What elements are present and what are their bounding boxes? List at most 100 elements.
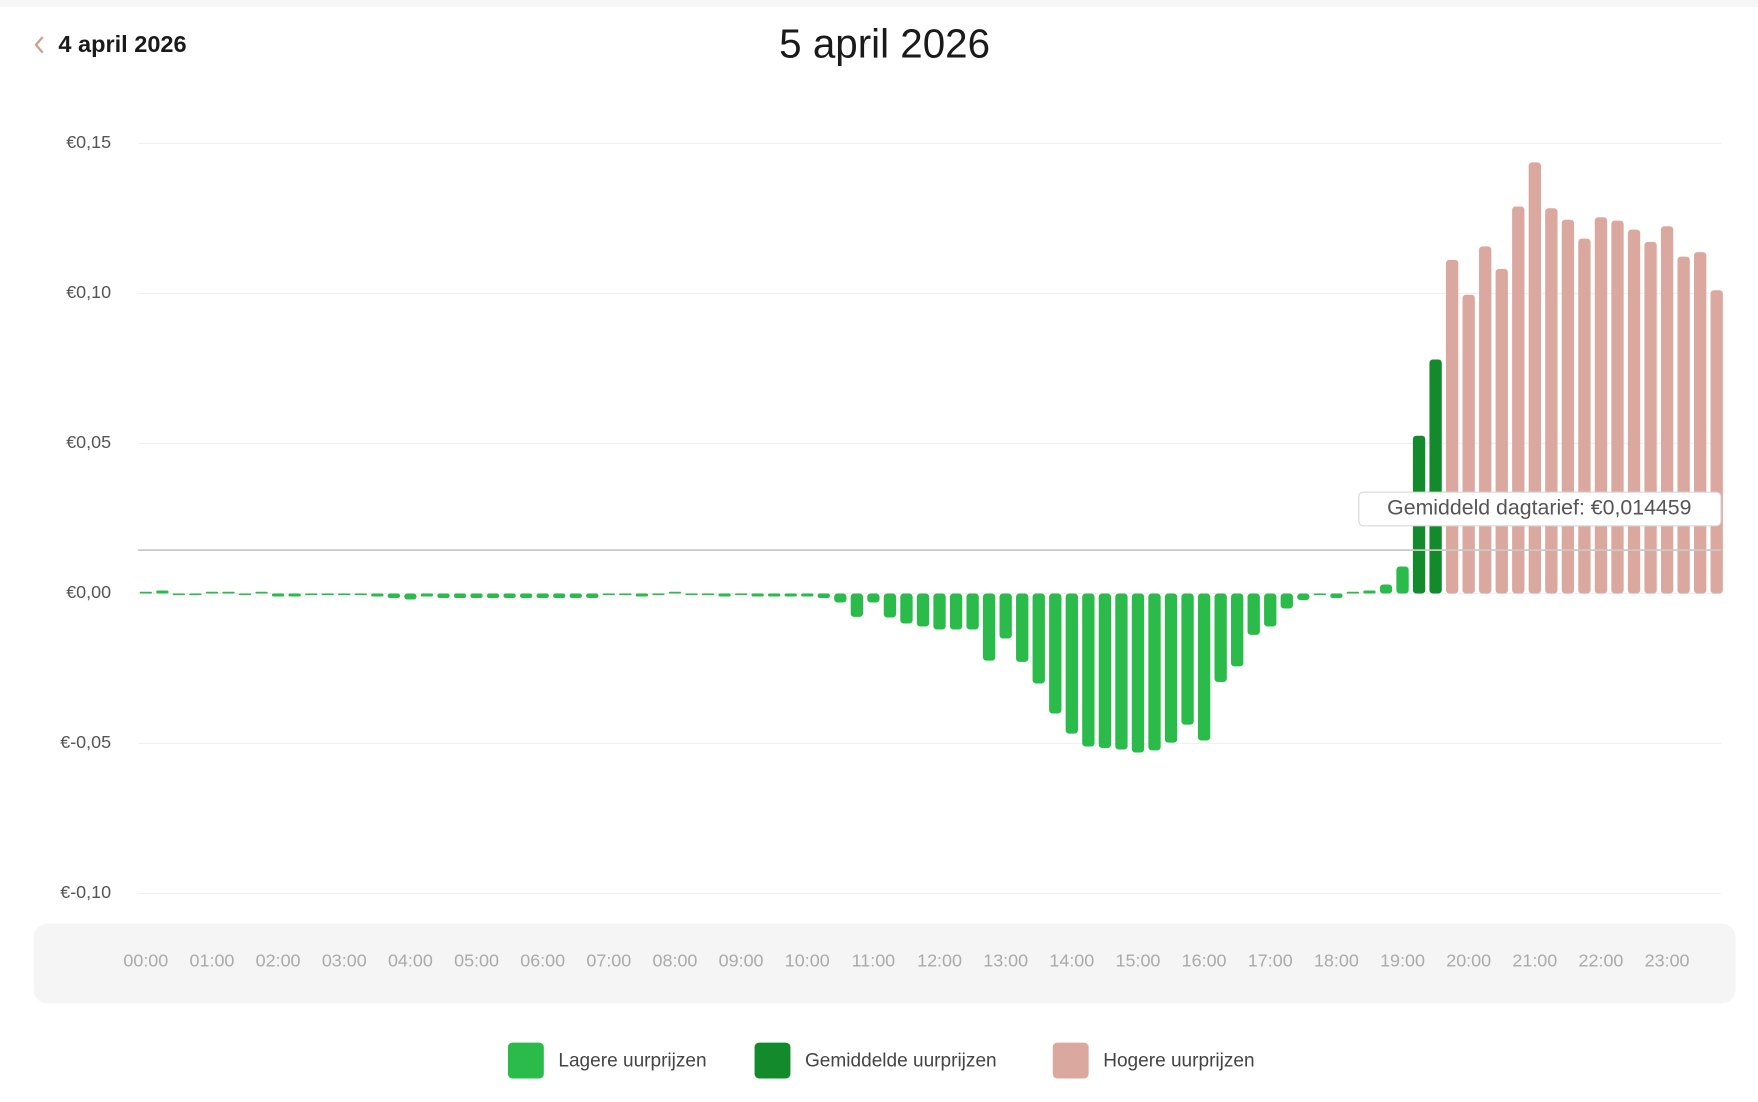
x-tick-label: 09:00 [719, 951, 764, 971]
bar [999, 593, 1012, 639]
bar [1247, 593, 1260, 635]
bar [1495, 268, 1508, 594]
top-bar [0, 0, 1758, 7]
bar [1148, 593, 1161, 751]
bar [1164, 593, 1178, 743]
bar [1346, 591, 1360, 594]
bar [1677, 256, 1690, 594]
legend-swatch [754, 1042, 791, 1079]
legend-label: Hogere uurprijzen [1103, 1051, 1254, 1072]
bar [1512, 206, 1525, 594]
bar [784, 593, 797, 597]
bar [1528, 162, 1541, 594]
bar [1032, 593, 1045, 684]
bar [255, 591, 268, 594]
bar [453, 593, 467, 598]
bar [1181, 593, 1194, 725]
y-tick-label: €0,05 [66, 432, 111, 452]
bar [668, 591, 682, 594]
bar [139, 591, 152, 594]
bar [371, 593, 384, 597]
bar [271, 593, 285, 597]
bar [801, 593, 814, 597]
back-arrow[interactable] [34, 36, 44, 54]
legend-swatch [507, 1042, 544, 1079]
bar [949, 593, 963, 630]
bar [156, 590, 169, 594]
bar [900, 593, 913, 624]
bar [1297, 593, 1310, 601]
bar [586, 593, 599, 598]
bar [321, 593, 334, 596]
x-tick-label: 14:00 [1049, 951, 1094, 971]
bar [189, 593, 202, 596]
bar [1280, 593, 1293, 609]
bar [966, 593, 979, 630]
bar [437, 593, 450, 598]
bar [1049, 593, 1062, 714]
bar [867, 593, 880, 603]
x-tick-label: 16:00 [1182, 951, 1227, 971]
bar [503, 593, 516, 598]
bar [652, 593, 665, 596]
x-tick-label: 20:00 [1446, 951, 1491, 971]
bar [834, 593, 847, 603]
bar [1694, 252, 1707, 594]
bar [982, 593, 996, 661]
average-label: Gemiddeld dagtarief: €0,014459 [1387, 496, 1691, 520]
bar [768, 593, 781, 597]
bar [1594, 217, 1608, 594]
bar [850, 593, 864, 617]
bar [288, 593, 301, 597]
x-tick-label: 18:00 [1314, 951, 1359, 971]
bar [1016, 593, 1029, 662]
legend-label: Lagere uurprijzen [558, 1051, 706, 1072]
chart-title: 5 april 2026 [779, 21, 990, 67]
bar [635, 593, 649, 597]
bar [1065, 593, 1078, 734]
x-tick-label: 02:00 [256, 951, 301, 971]
y-tick-label: €-0,10 [60, 882, 111, 902]
legend-label: Gemiddelde uurprijzen [805, 1051, 997, 1072]
bar [619, 593, 632, 596]
x-tick-label: 23:00 [1645, 951, 1690, 971]
x-tick-label: 00:00 [123, 951, 168, 971]
bar [1214, 593, 1227, 682]
x-tick-label: 03:00 [322, 951, 367, 971]
x-tick-label: 13:00 [983, 951, 1028, 971]
bar [1445, 259, 1459, 594]
bar [685, 593, 698, 596]
bar [1115, 593, 1128, 750]
x-tick-label: 01:00 [190, 951, 235, 971]
back-link[interactable]: 4 april 2026 [58, 31, 186, 57]
x-tick-label: 22:00 [1579, 951, 1624, 971]
y-tick-label: €0,00 [66, 582, 111, 602]
bar [1379, 584, 1393, 594]
bar [1231, 593, 1244, 667]
x-tick-label: 08:00 [653, 951, 698, 971]
bar [1363, 590, 1376, 594]
y-tick-label: €0,10 [66, 282, 111, 302]
bar [1710, 290, 1723, 594]
bar [1313, 593, 1327, 596]
bar [1197, 593, 1211, 741]
x-tick-label: 10:00 [785, 951, 830, 971]
bar [536, 593, 549, 598]
x-axis-band [33, 923, 1736, 1004]
x-tick-label: 05:00 [454, 951, 499, 971]
x-tick-label: 19:00 [1380, 951, 1425, 971]
bar [883, 593, 897, 618]
x-tick-label: 07:00 [586, 951, 631, 971]
bar [1396, 566, 1409, 594]
bar [1429, 359, 1442, 594]
bar [1098, 593, 1112, 748]
bar [205, 591, 219, 594]
y-tick-label: €-0,05 [60, 732, 111, 752]
bar [1627, 229, 1641, 594]
bar [1561, 219, 1575, 594]
x-tick-label: 06:00 [520, 951, 565, 971]
bar [1131, 593, 1145, 753]
bar [222, 591, 235, 594]
bar [470, 593, 483, 598]
